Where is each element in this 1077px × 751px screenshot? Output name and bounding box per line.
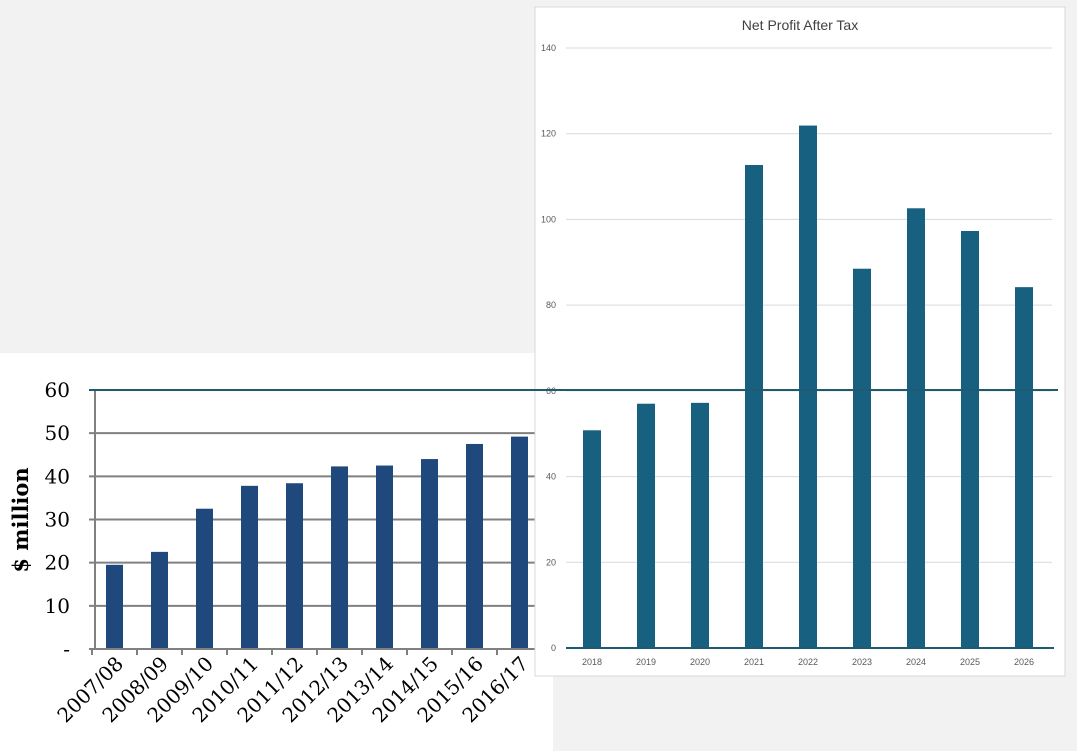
right-x-tick-labels: 2018 2019 2020 2021 2022 2023 2024 2025 2026 [582,657,1034,667]
left-y-tick-label: 60 [45,378,70,402]
right-x-tick-label: 2022 [798,657,818,667]
left-y-tick-label: 20 [45,551,70,575]
right-x-tick-label: 2019 [636,657,656,667]
right-bar [637,403,655,648]
right-y-tick-label: 120 [541,129,556,139]
left-bars [106,436,528,649]
left-y-tick-labels: - 10 20 30 40 50 60 [45,378,70,661]
right-y-tick-label: 80 [546,300,556,310]
left-y-tick-label: 40 [45,464,70,488]
right-x-tick-label: 2020 [690,657,710,667]
left-bar [151,551,168,649]
right-bar [907,208,925,649]
left-bar [421,459,438,649]
left-bar [241,485,258,649]
right-x-tick-label: 2026 [1014,657,1034,667]
left-bar [511,436,528,649]
right-bar [691,402,709,648]
right-y-tick-label: 100 [541,214,556,224]
left-bar [331,466,348,649]
right-x-tick-label: 2021 [744,657,764,667]
right-bar [745,165,763,648]
right-bar [1015,287,1033,648]
right-bars [583,125,1033,649]
left-chart-background [0,353,553,751]
left-bar [196,508,213,649]
right-bar [583,430,601,648]
left-y-tick-label: 50 [45,421,70,445]
right-y-tick-label: 140 [541,43,556,53]
right-x-tick-label: 2024 [906,657,926,667]
right-bar-chart: Net Profit After Tax 020406080100120140 … [534,6,1066,677]
right-x-tick-label: 2018 [582,657,602,667]
right-y-tick-label: 20 [546,557,556,567]
left-y-tick-label: 10 [45,594,70,618]
left-y-tick-label: - [63,637,70,661]
right-bar [799,125,817,649]
right-y-tick-label: 40 [546,472,556,482]
right-bar [853,268,871,648]
right-x-tick-label: 2025 [960,657,980,667]
right-chart-title: Net Profit After Tax [742,17,858,33]
left-y-tick-label: 30 [45,508,70,532]
right-x-tick-label: 2023 [852,657,872,667]
left-y-axis-title: $ million [8,467,33,572]
left-bar [466,443,483,649]
left-bar [286,483,303,649]
right-y-tick-label: 0 [551,643,556,653]
left-bar [106,564,123,649]
right-bar [961,231,979,648]
left-bar [376,465,393,649]
